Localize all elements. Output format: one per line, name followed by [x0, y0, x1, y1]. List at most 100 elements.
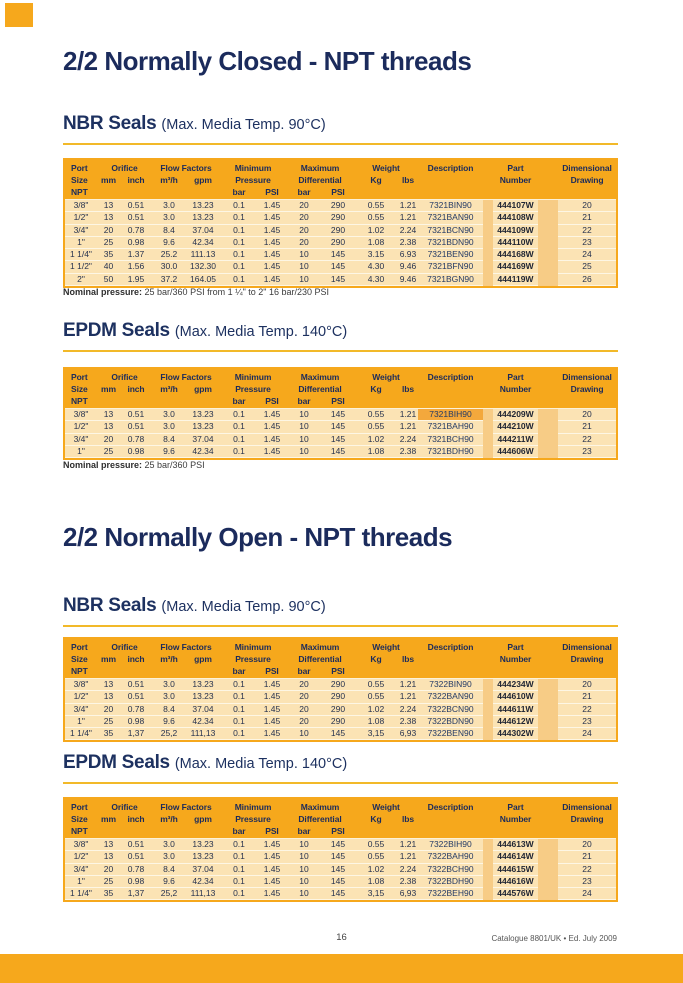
- th-part-number: Part: [507, 642, 524, 652]
- cell-inch: 0.51: [120, 212, 152, 225]
- cell-kg: 0.55: [354, 691, 398, 704]
- cell-max-bar: 10: [286, 446, 322, 459]
- th-description: Description: [427, 642, 474, 652]
- cell-max-bar: 20: [286, 200, 322, 213]
- cell-drawing: 20: [558, 200, 616, 213]
- cell-min-bar: 0.1: [220, 237, 258, 250]
- cell-kg: 1.02: [354, 225, 398, 237]
- cell-max-psi: 145: [322, 421, 354, 434]
- cell-min-psi: 1.45: [258, 421, 286, 434]
- cell-drawing: 22: [558, 704, 616, 716]
- column-gutter: [538, 888, 558, 901]
- seal-type-label: EPDM Seals: [63, 320, 170, 341]
- th-gpm: gpm: [194, 384, 212, 394]
- cell-port: 3/4": [65, 704, 97, 716]
- table-row: 1 1/2" 40 1.56 30.0 132.30 0.1 1.45 10 1…: [65, 261, 616, 274]
- th-min-bar: bar: [232, 187, 246, 197]
- cell-drawing: 21: [558, 851, 616, 864]
- cell-m3h: 25,2: [152, 728, 186, 741]
- cell-description: 7321BEN90: [418, 249, 483, 262]
- th-part-number: Part: [507, 802, 524, 812]
- column-gutter: [483, 261, 493, 274]
- cell-gpm: 13.23: [186, 212, 220, 225]
- column-gutter: [483, 445, 493, 459]
- cell-max-bar: 20: [286, 225, 322, 237]
- cell-inch: 0.51: [120, 409, 152, 422]
- cell-description: 7321BIN90: [418, 200, 483, 213]
- cell-min-bar: 0.1: [220, 200, 258, 213]
- cell-max-psi: 145: [322, 409, 354, 422]
- table-row: 1 1/4" 35 1,37 25,2 111,13 0.1 1.45 10 1…: [65, 728, 616, 741]
- th-lbs: lbs: [402, 654, 414, 664]
- th-max-psi: PSI: [331, 396, 345, 406]
- cell-mm: 35: [97, 888, 120, 901]
- cell-port: 1 1/4": [65, 728, 97, 741]
- cell-min-bar: 0.1: [220, 409, 258, 422]
- cell-max-psi: 145: [322, 434, 354, 446]
- column-gutter: [483, 875, 493, 889]
- cell-max-psi: 145: [322, 876, 354, 889]
- cell-port: 3/4": [65, 225, 97, 237]
- cell-max-psi: 145: [322, 864, 354, 876]
- cell-drawing: 23: [558, 446, 616, 459]
- th-weight: Weight: [372, 802, 400, 812]
- th-orifice: Orifice: [111, 642, 138, 652]
- cell-max-psi: 145: [322, 274, 354, 287]
- table-body: 3/8" 13 0.51 3.0 13.23 0.1 1.45 10 145 0…: [65, 839, 616, 901]
- cell-gpm: 13.23: [186, 421, 220, 434]
- column-gutter: [538, 715, 558, 729]
- page-number: 16: [336, 932, 347, 943]
- cell-max-bar: 20: [286, 679, 322, 692]
- th-min-bar: bar: [232, 396, 246, 406]
- cell-kg: 1.08: [354, 716, 398, 729]
- cell-m3h: 3.0: [152, 839, 186, 852]
- cell-m3h: 3.0: [152, 679, 186, 692]
- cell-description: 7322BDN90: [418, 716, 483, 729]
- cell-mm: 13: [97, 409, 120, 422]
- subheading-nc-nbr: NBR Seals (Max. Media Temp. 90°C): [63, 113, 618, 145]
- nominal-pressure-note: Nominal pressure: 25 bar/360 PSI: [63, 460, 205, 470]
- cell-drawing: 22: [558, 434, 616, 446]
- th-m3h: m³/h: [160, 654, 178, 664]
- cell-max-psi: 290: [322, 237, 354, 250]
- cell-gpm: 13.23: [186, 409, 220, 422]
- th-min-psi: PSI: [265, 396, 279, 406]
- th-minimum-pressure: Minimum: [234, 802, 272, 812]
- th-inch: inch: [127, 384, 145, 394]
- seal-type-label: EPDM Seals: [63, 752, 170, 773]
- cell-m3h: 8.4: [152, 864, 186, 876]
- cell-drawing: 21: [558, 691, 616, 704]
- th-min-bar: bar: [232, 666, 246, 676]
- cell-lbs: 2.24: [398, 225, 418, 237]
- th-max-bar: bar: [297, 187, 311, 197]
- cell-m3h: 9.6: [152, 716, 186, 729]
- table-row: 1/2" 13 0.51 3.0 13.23 0.1 1.45 20 290 0…: [65, 691, 616, 704]
- table-row: 3/8" 13 0.51 3.0 13.23 0.1 1.45 20 290 0…: [65, 200, 616, 213]
- cell-lbs: 2.38: [398, 446, 418, 459]
- cell-description: 7321BCN90: [418, 225, 483, 237]
- cell-max-bar: 20: [286, 716, 322, 729]
- cell-kg: 1.08: [354, 446, 398, 459]
- cell-description: 7322BDH90: [418, 876, 483, 889]
- table-row: 1/2" 13 0.51 3.0 13.23 0.1 1.45 20 290 0…: [65, 212, 616, 225]
- cell-m3h: 3.0: [152, 851, 186, 864]
- th-lbs: lbs: [402, 384, 414, 394]
- cell-description: 7321BFN90: [418, 261, 483, 274]
- cell-kg: 1.02: [354, 864, 398, 876]
- column-gutter: [483, 691, 493, 704]
- cell-description: 7322BAN90: [418, 691, 483, 704]
- cell-part-number: 444614W: [493, 851, 538, 864]
- cell-mm: 50: [97, 274, 120, 287]
- cell-kg: 0.55: [354, 679, 398, 692]
- cell-gpm: 42.34: [186, 876, 220, 889]
- th-inch: inch: [127, 175, 145, 185]
- th-description: Description: [427, 802, 474, 812]
- th-min-psi: PSI: [265, 826, 279, 836]
- cell-part-number: 444234W: [493, 679, 538, 692]
- cell-gpm: 42.34: [186, 716, 220, 729]
- th-minimum-pressure: Minimum: [234, 372, 272, 382]
- cell-part-number: 444615W: [493, 864, 538, 876]
- cell-kg: 3,15: [354, 888, 398, 901]
- cell-description: 7322BCH90: [418, 864, 483, 876]
- cell-part-number: 444616W: [493, 876, 538, 889]
